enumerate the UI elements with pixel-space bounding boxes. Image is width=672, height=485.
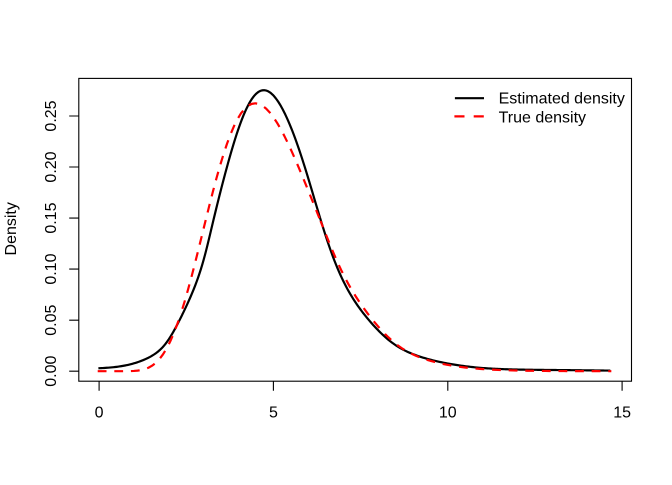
svg-text:Density: Density bbox=[3, 202, 20, 255]
svg-text:0.10: 0.10 bbox=[43, 253, 60, 284]
svg-text:10: 10 bbox=[439, 404, 457, 421]
svg-text:Estimated density: Estimated density bbox=[499, 91, 625, 108]
svg-text:5: 5 bbox=[269, 404, 278, 421]
svg-text:True density: True density bbox=[499, 110, 586, 127]
svg-text:0.05: 0.05 bbox=[43, 305, 60, 336]
svg-text:0.25: 0.25 bbox=[43, 100, 60, 131]
svg-text:0.20: 0.20 bbox=[43, 151, 60, 182]
svg-text:0.15: 0.15 bbox=[43, 202, 60, 233]
svg-text:15: 15 bbox=[613, 404, 631, 421]
svg-text:0.00: 0.00 bbox=[43, 356, 60, 387]
svg-text:0: 0 bbox=[95, 404, 104, 421]
